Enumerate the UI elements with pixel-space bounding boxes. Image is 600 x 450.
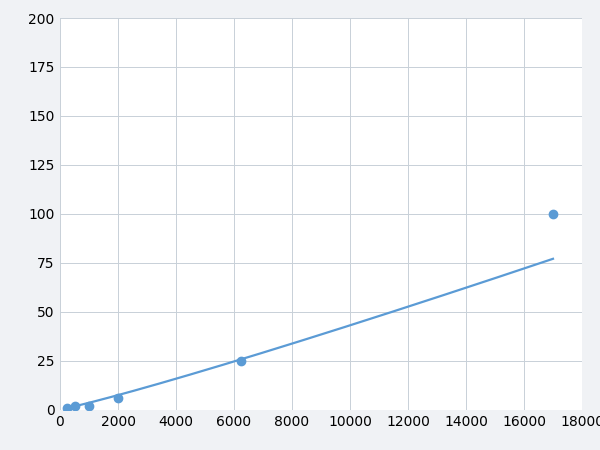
Point (548, 210, 558, 217)
Point (84, 402, 94, 409)
Point (62, 404, 72, 411)
Point (236, 357, 246, 364)
Point (113, 394, 123, 401)
Point (70, 402, 79, 409)
